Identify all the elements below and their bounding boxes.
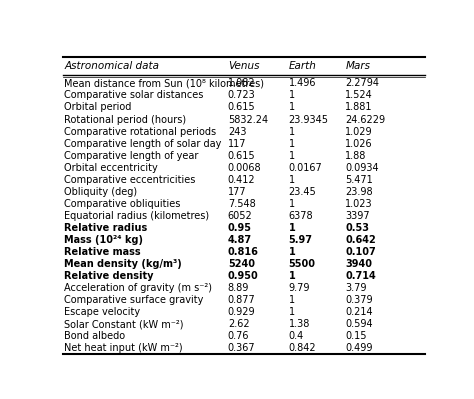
Text: 0.379: 0.379 (346, 295, 373, 305)
Text: 0.412: 0.412 (228, 175, 255, 185)
Text: Mean density (kg/m³): Mean density (kg/m³) (64, 259, 182, 269)
Text: 23.98: 23.98 (346, 187, 373, 197)
Text: Relative density: Relative density (64, 271, 154, 281)
Text: 0.95: 0.95 (228, 223, 252, 233)
Text: 117: 117 (228, 138, 246, 149)
Text: 1: 1 (289, 295, 295, 305)
Text: Comparative surface gravity: Comparative surface gravity (64, 295, 204, 305)
Text: 0.723: 0.723 (228, 91, 255, 101)
Text: 1: 1 (289, 199, 295, 209)
Text: Relative mass: Relative mass (64, 247, 141, 257)
Text: Equatorial radius (kilometres): Equatorial radius (kilometres) (64, 211, 210, 221)
Text: 243: 243 (228, 126, 246, 136)
Text: 23.45: 23.45 (289, 187, 316, 197)
Text: 0.107: 0.107 (346, 247, 376, 257)
Text: 2.62: 2.62 (228, 319, 249, 329)
Text: 24.6229: 24.6229 (346, 115, 385, 124)
Text: 1: 1 (289, 223, 295, 233)
Text: 1: 1 (289, 271, 295, 281)
Text: 1: 1 (289, 175, 295, 185)
Text: 5.97: 5.97 (289, 235, 312, 245)
Text: 0.615: 0.615 (228, 103, 255, 113)
Text: 9.79: 9.79 (289, 283, 310, 293)
Text: 0.367: 0.367 (228, 344, 255, 354)
Text: Comparative length of solar day: Comparative length of solar day (64, 138, 222, 149)
Text: Orbital eccentricity: Orbital eccentricity (64, 163, 158, 173)
Text: 3.79: 3.79 (346, 283, 367, 293)
Text: 1: 1 (289, 91, 295, 101)
Text: 0.714: 0.714 (346, 271, 376, 281)
Text: Relative radius: Relative radius (64, 223, 147, 233)
Text: 4.87: 4.87 (228, 235, 252, 245)
Text: Comparative eccentricities: Comparative eccentricities (64, 175, 196, 185)
Text: Astronomical data: Astronomical data (64, 61, 159, 71)
Text: 1.082: 1.082 (228, 78, 255, 89)
Text: Acceleration of gravity (m s⁻²): Acceleration of gravity (m s⁻²) (64, 283, 212, 293)
Text: 23.9345: 23.9345 (289, 115, 328, 124)
Text: Mean distance from Sun (10⁸ kilometres): Mean distance from Sun (10⁸ kilometres) (64, 78, 264, 89)
Text: 1: 1 (289, 151, 295, 161)
Text: 0.53: 0.53 (346, 223, 369, 233)
Text: 0.499: 0.499 (346, 344, 373, 354)
Text: 1: 1 (289, 138, 295, 149)
Text: 0.642: 0.642 (346, 235, 376, 245)
Text: Solar Constant (kW m⁻²): Solar Constant (kW m⁻²) (64, 319, 184, 329)
Text: 3397: 3397 (346, 211, 370, 221)
Text: 0.615: 0.615 (228, 151, 255, 161)
Text: 1: 1 (289, 126, 295, 136)
Text: Comparative length of year: Comparative length of year (64, 151, 199, 161)
Text: Rotational period (hours): Rotational period (hours) (64, 115, 186, 124)
Text: Comparative obliquities: Comparative obliquities (64, 199, 181, 209)
Text: Comparative rotational periods: Comparative rotational periods (64, 126, 217, 136)
Text: 1.026: 1.026 (346, 138, 373, 149)
Text: 5.471: 5.471 (346, 175, 373, 185)
Text: 0.76: 0.76 (228, 332, 249, 342)
Text: 0.214: 0.214 (346, 307, 373, 317)
Text: Escape velocity: Escape velocity (64, 307, 140, 317)
Text: 0.594: 0.594 (346, 319, 373, 329)
Text: Mass (10²⁴ kg): Mass (10²⁴ kg) (64, 235, 144, 245)
Text: 1.023: 1.023 (346, 199, 373, 209)
Text: 1: 1 (289, 103, 295, 113)
Text: 2.2794: 2.2794 (346, 78, 379, 89)
Text: 5500: 5500 (289, 259, 316, 269)
Text: Venus: Venus (228, 61, 259, 71)
Text: 0.0068: 0.0068 (228, 163, 262, 173)
Text: 0.950: 0.950 (228, 271, 259, 281)
Text: 177: 177 (228, 187, 246, 197)
Text: 1.524: 1.524 (346, 91, 373, 101)
Text: 0.816: 0.816 (228, 247, 259, 257)
Text: 5240: 5240 (228, 259, 255, 269)
Text: 5832.24: 5832.24 (228, 115, 268, 124)
Text: 6052: 6052 (228, 211, 253, 221)
Text: 1: 1 (289, 247, 295, 257)
Text: 1.029: 1.029 (346, 126, 373, 136)
Text: 1.88: 1.88 (346, 151, 367, 161)
Text: 0.4: 0.4 (289, 332, 304, 342)
Text: Obliquity (deg): Obliquity (deg) (64, 187, 137, 197)
Text: Net heat input (kW m⁻²): Net heat input (kW m⁻²) (64, 344, 183, 354)
Text: 1: 1 (289, 307, 295, 317)
Text: 1.38: 1.38 (289, 319, 310, 329)
Text: 6378: 6378 (289, 211, 313, 221)
Text: Earth: Earth (289, 61, 316, 71)
Text: 1.881: 1.881 (346, 103, 373, 113)
Text: Bond albedo: Bond albedo (64, 332, 126, 342)
Text: 3940: 3940 (346, 259, 373, 269)
Text: 0.0167: 0.0167 (289, 163, 322, 173)
Text: 0.877: 0.877 (228, 295, 255, 305)
Text: 7.548: 7.548 (228, 199, 255, 209)
Text: Mars: Mars (346, 61, 370, 71)
Text: 1.496: 1.496 (289, 78, 316, 89)
Text: 0.15: 0.15 (346, 332, 367, 342)
Text: 0.929: 0.929 (228, 307, 255, 317)
Text: 8.89: 8.89 (228, 283, 249, 293)
Text: Orbital period: Orbital period (64, 103, 132, 113)
Text: 0.842: 0.842 (289, 344, 316, 354)
Text: Comparative solar distances: Comparative solar distances (64, 91, 204, 101)
Text: 0.0934: 0.0934 (346, 163, 379, 173)
